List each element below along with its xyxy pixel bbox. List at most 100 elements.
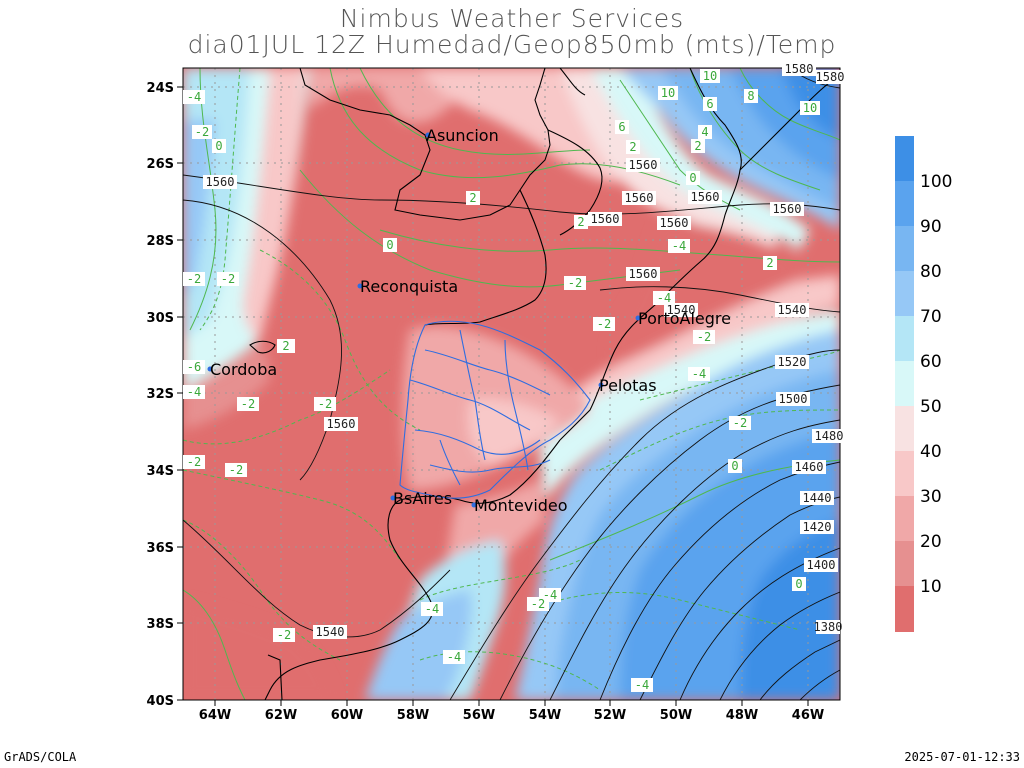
svg-text:1560: 1560 bbox=[773, 202, 802, 216]
city-label-reconquista: Reconquista bbox=[360, 277, 458, 296]
svg-text:1560: 1560 bbox=[327, 417, 356, 431]
svg-text:2: 2 bbox=[629, 140, 636, 154]
city-label-pelotas: Pelotas bbox=[599, 376, 657, 395]
geopotential-label: 1460 bbox=[792, 460, 826, 474]
geopotential-label: 1560 bbox=[324, 417, 358, 431]
temperature-label: 0 bbox=[792, 577, 806, 591]
geopotential-label: 1480 bbox=[812, 429, 846, 443]
temperature-label: -4 bbox=[631, 678, 653, 692]
svg-text:1580: 1580 bbox=[785, 62, 814, 76]
svg-text:1400: 1400 bbox=[807, 558, 836, 572]
colorbar-swatch bbox=[895, 406, 914, 451]
svg-text:1560: 1560 bbox=[660, 216, 689, 230]
lat-label: 34S bbox=[147, 464, 174, 479]
colorbar-swatch bbox=[895, 451, 914, 496]
svg-text:2: 2 bbox=[577, 215, 584, 229]
temperature-label: -6 bbox=[183, 360, 205, 374]
temperature-label: 0 bbox=[728, 459, 742, 473]
humidity-field bbox=[183, 68, 840, 700]
geopotential-label: 1540 bbox=[313, 625, 347, 639]
svg-text:-2: -2 bbox=[568, 276, 582, 290]
geopotential-label: 1560 bbox=[622, 191, 656, 205]
lat-label: 36S bbox=[147, 541, 174, 556]
svg-text:4: 4 bbox=[701, 125, 708, 139]
svg-text:0: 0 bbox=[795, 577, 802, 591]
colorbar-label: 40 bbox=[920, 442, 942, 462]
geopotential-label: 1580 bbox=[782, 62, 816, 76]
svg-text:-4: -4 bbox=[692, 367, 706, 381]
colorbar-label: 50 bbox=[920, 397, 942, 417]
svg-text:-4: -4 bbox=[187, 90, 201, 104]
map-frame bbox=[182, 67, 841, 701]
city-label-asuncion: Asuncion bbox=[426, 126, 499, 145]
temperature-label: 0 bbox=[383, 238, 397, 252]
svg-text:-4: -4 bbox=[635, 678, 649, 692]
geopotential-label: 1560 bbox=[626, 158, 660, 172]
lon-label: 64W bbox=[199, 708, 231, 723]
svg-text:-2: -2 bbox=[597, 317, 611, 331]
geopotential-label: 1380 bbox=[814, 620, 843, 634]
temperature-label: -4 bbox=[183, 385, 205, 399]
temperature-label: 6 bbox=[615, 120, 629, 134]
temperature-label: -2 bbox=[564, 276, 586, 290]
svg-text:0: 0 bbox=[215, 139, 222, 153]
lon-label: 58W bbox=[397, 708, 429, 723]
colorbar-label: 20 bbox=[920, 532, 942, 552]
temperature-label: -2 bbox=[527, 597, 549, 611]
lat-label: 40S bbox=[147, 694, 174, 709]
colorbar-swatch bbox=[895, 586, 914, 632]
temperature-label: -4 bbox=[421, 602, 443, 616]
geopotential-label: 1560 bbox=[688, 190, 722, 204]
colorbar-swatch bbox=[895, 541, 914, 586]
temperature-label: 2 bbox=[277, 339, 295, 353]
svg-text:-4: -4 bbox=[425, 602, 439, 616]
lat-label: 38S bbox=[147, 617, 174, 632]
city-markers: Asuncion Reconquista Cordoba PortoAlegre… bbox=[207, 126, 731, 515]
geopotential-label: 1560 bbox=[588, 212, 622, 226]
svg-text:1380: 1380 bbox=[814, 620, 843, 634]
temperature-label: 6 bbox=[703, 97, 717, 111]
geopotential-label: 1580 bbox=[816, 70, 844, 84]
svg-text:-2: -2 bbox=[187, 272, 201, 286]
svg-text:10: 10 bbox=[703, 69, 717, 83]
colorbar-label: 60 bbox=[920, 352, 942, 372]
city-label-portoalegre: PortoAlegre bbox=[638, 309, 731, 328]
lon-label: 56W bbox=[463, 708, 495, 723]
map-subtitle: dia01JUL 12Z Humedad/Geop850mb (mts)/Tem… bbox=[187, 30, 837, 59]
temperature-label: 2 bbox=[574, 215, 588, 229]
geopotential-label: 1560 bbox=[203, 175, 237, 189]
lon-label: 60W bbox=[331, 708, 363, 723]
lon-label: 48W bbox=[726, 708, 758, 723]
svg-text:0: 0 bbox=[731, 459, 738, 473]
temperature-label: 2 bbox=[691, 139, 705, 153]
svg-text:1540: 1540 bbox=[316, 625, 345, 639]
city-label-montevideo: Montevideo bbox=[474, 496, 568, 515]
geopotential-labels: 1580 1580 1560 1560 1560 1560 1560 1560 … bbox=[203, 62, 846, 639]
lat-label: 26S bbox=[147, 157, 174, 172]
colorbar-swatch bbox=[895, 271, 914, 316]
svg-text:6: 6 bbox=[618, 120, 625, 134]
svg-text:1540: 1540 bbox=[667, 303, 696, 317]
svg-text:2: 2 bbox=[469, 191, 476, 205]
svg-text:1420: 1420 bbox=[803, 520, 832, 534]
color-bar: 100 90 80 70 60 50 40 30 20 10 bbox=[895, 136, 952, 632]
svg-text:-2: -2 bbox=[277, 628, 291, 642]
svg-text:-2: -2 bbox=[221, 272, 235, 286]
svg-text:1440: 1440 bbox=[803, 491, 832, 505]
svg-text:-2: -2 bbox=[733, 416, 747, 430]
geopotential-label: 1560 bbox=[657, 216, 691, 230]
footer-credit: GrADS/COLA bbox=[4, 750, 77, 764]
temperature-label: -4 bbox=[653, 291, 675, 305]
lon-label: 54W bbox=[529, 708, 561, 723]
svg-text:-4: -4 bbox=[187, 385, 201, 399]
lon-label: 46W bbox=[792, 708, 824, 723]
svg-text:1480: 1480 bbox=[815, 429, 844, 443]
temperature-label: -4 bbox=[688, 367, 710, 381]
lat-label: 32S bbox=[147, 387, 174, 402]
temperature-label: 10 bbox=[700, 69, 720, 83]
lon-label: 50W bbox=[660, 708, 692, 723]
temperature-label: -2 bbox=[237, 397, 259, 411]
footer-timestamp: 2025-07-01-12:33 bbox=[904, 750, 1020, 764]
geopotential-label: 1400 bbox=[804, 558, 838, 572]
colorbar-label: 30 bbox=[920, 487, 942, 507]
